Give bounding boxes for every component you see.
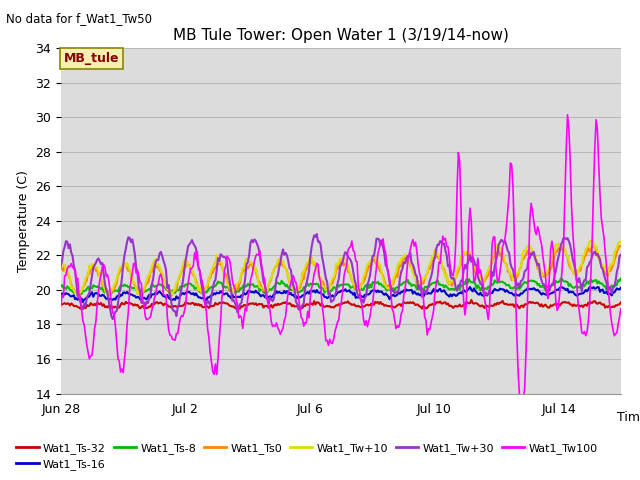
Text: MB_tule: MB_tule bbox=[63, 52, 119, 65]
Text: No data for f_Wat1_Tw50: No data for f_Wat1_Tw50 bbox=[6, 12, 152, 25]
X-axis label: Time: Time bbox=[616, 411, 640, 424]
Title: MB Tule Tower: Open Water 1 (3/19/14-now): MB Tule Tower: Open Water 1 (3/19/14-now… bbox=[173, 28, 509, 43]
Legend: Wat1_Ts-32, Wat1_Ts-16, Wat1_Ts-8, Wat1_Ts0, Wat1_Tw+10, Wat1_Tw+30, Wat1_Tw100: Wat1_Ts-32, Wat1_Ts-16, Wat1_Ts-8, Wat1_… bbox=[12, 438, 602, 474]
Y-axis label: Temperature (C): Temperature (C) bbox=[17, 170, 29, 272]
